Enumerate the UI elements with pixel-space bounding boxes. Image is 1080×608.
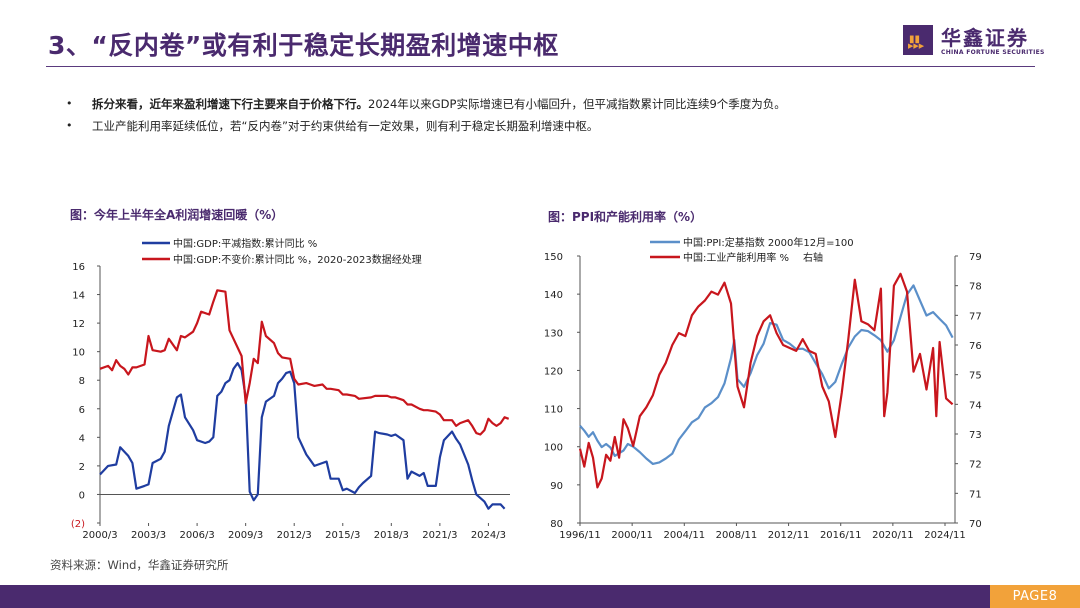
page-title: 3、“反内卷”或有利于稳定长期盈利增速中枢	[48, 31, 559, 60]
chart1-x-tick-label: 2006/3	[180, 530, 215, 541]
chart1-y-tick-label: 10	[72, 348, 85, 359]
chart2-right-tick-label: 76	[969, 341, 982, 352]
chart2-right-tick-label: 79	[969, 252, 982, 263]
chart2-left-tick-label: 90	[550, 481, 563, 492]
chart2-x-tick-label: 2000/11	[611, 530, 653, 541]
bullet-dot-icon: •	[66, 119, 73, 132]
chart2-right-tick-label: 74	[969, 400, 982, 411]
chart1-x-tick-label: 2009/3	[228, 530, 263, 541]
chart2-right-tick-label: 75	[969, 371, 982, 382]
chart2-right-tick-label: 77	[969, 311, 982, 322]
chart2-axis-note: 右轴	[803, 251, 823, 264]
company-logo: ▮▮ ▶▶▶ 华鑫证券 CHINA FORTUNE SECURITIES	[903, 22, 1045, 60]
chart2-right-tick-label: 70	[969, 519, 982, 530]
title-divider	[46, 66, 1035, 67]
source-note: 资料来源：Wind，华鑫证券研究所	[50, 558, 229, 572]
chart2-legend-label: 中国:PPI:定基指数 2000年12月=100	[683, 236, 854, 249]
bullet-list: • 拆分来看，近年来盈利增速下行主要来自于价格下行。2024年以来GDP实际增速已…	[66, 93, 1026, 137]
bullet-bold-text: 拆分来看，近年来盈利增速下行主要来自于价格下行。	[92, 97, 368, 111]
bullet-text: 工业产能利用率延续低位，若“反内卷”对于约束供给有一定效果，则有利于稳定长期盈利…	[92, 119, 599, 133]
chart2-x-tick-label: 2004/11	[664, 530, 706, 541]
chart2-x-tick-label: 1996/11	[559, 530, 601, 541]
chart2-x-tick-label: 2016/11	[820, 530, 862, 541]
chart2-left-tick-label: 140	[544, 290, 563, 301]
chart1-legend-label: 中国:GDP:不变价:累计同比 %，2020-2023数据经处理	[173, 253, 422, 266]
chart2-ppi-utilization: 80 90 100 110 120 130 140 150 70 71 72 73 74 75 76 77 78…	[544, 236, 982, 541]
chart2-right-tick-label: 73	[969, 430, 982, 441]
chart1-x-tick-label: 2021/3	[422, 530, 457, 541]
bullet-dot-icon: •	[66, 97, 73, 110]
chart1-series-line	[99, 362, 506, 510]
chart1-title: 图：今年上半年全A利润增速回暖（%）	[70, 208, 284, 222]
logo-english: CHINA FORTUNE SECURITIES	[941, 49, 1045, 56]
chart1-y-tick-label: 0	[79, 490, 85, 501]
chart1-y-tick-label: 8	[79, 376, 85, 387]
chart2-left-tick-label: 100	[544, 443, 563, 454]
chart1-y-tick-label: 2	[79, 462, 85, 473]
footer-bar	[0, 585, 1080, 608]
page-number: PAGE8	[990, 585, 1080, 608]
chart1-y-tick-label: (2)	[71, 519, 85, 530]
chart1-series-line	[99, 289, 510, 436]
logo-name: 华鑫证券	[941, 26, 1029, 50]
chart1-x-tick-label: 2012/3	[277, 530, 312, 541]
chart2-left-tick-label: 150	[544, 252, 563, 263]
chart2-x-tick-label: 2024/11	[924, 530, 966, 541]
chart2-series-line	[578, 272, 954, 489]
chart2-legend-label: 中国:工业产能利用率 %	[683, 251, 789, 264]
chart2-series-line	[579, 284, 954, 465]
chart2-title: 图：PPI和产能利用率（%）	[548, 210, 703, 224]
bullet-item: • 工业产能利用率延续低位，若“反内卷”对于约束供给有一定效果，则有利于稳定长期盈…	[66, 115, 1026, 137]
chart1-x-tick-label: 2000/3	[82, 530, 117, 541]
chart2-left-tick-label: 130	[544, 328, 563, 339]
bullet-item: • 拆分来看，近年来盈利增速下行主要来自于价格下行。2024年以来GDP实际增速已…	[66, 93, 1026, 115]
chart2-right-tick-label: 72	[969, 460, 982, 471]
chart1-y-tick-label: 12	[72, 319, 85, 330]
chart1-y-tick-label: 6	[79, 405, 85, 416]
chart1-x-tick-label: 2003/3	[131, 530, 166, 541]
chart2-left-tick-label: 80	[550, 519, 563, 530]
chart2-left-tick-label: 110	[544, 405, 563, 416]
chart1-x-tick-label: 2024/3	[471, 530, 506, 541]
chart2-x-tick-label: 2020/11	[872, 530, 914, 541]
chart1-y-tick-label: 4	[79, 433, 85, 444]
chart2-x-tick-label: 2012/11	[768, 530, 810, 541]
bullet-text: 2024年以来GDP实际增速已有小幅回升，但平减指数累计同比连续9个季度为负。	[368, 97, 786, 111]
chart1-legend-label: 中国:GDP:平减指数:累计同比 %	[173, 237, 317, 250]
chart2-right-tick-label: 78	[969, 282, 982, 293]
chart1-x-tick-label: 2015/3	[325, 530, 360, 541]
chart2-x-tick-label: 2008/11	[716, 530, 758, 541]
logo-mark-icon: ▮▮ ▶▶▶	[903, 25, 933, 55]
chart2-right-tick-label: 71	[969, 489, 982, 500]
chart1-y-tick-label: 16	[72, 262, 85, 273]
chart1-gdp: (2) 0 2 4 6 8 10 12 14 16 2000/3 2003/3 2006/3 2009/3…	[71, 237, 510, 541]
chart1-y-tick-label: 14	[72, 291, 85, 302]
chart2-left-tick-label: 120	[544, 366, 563, 377]
chart1-x-tick-label: 2018/3	[374, 530, 409, 541]
